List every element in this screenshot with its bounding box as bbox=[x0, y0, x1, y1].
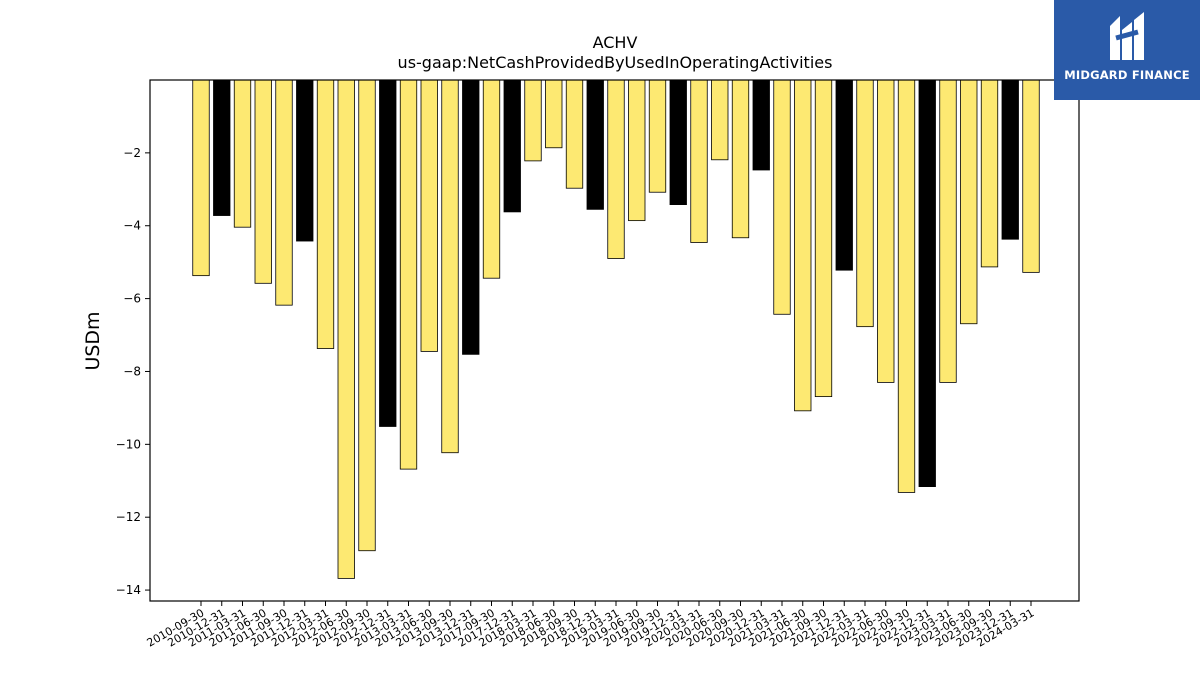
bar-2020-06-30 bbox=[711, 79, 729, 161]
bar-2020-03-31 bbox=[690, 79, 708, 243]
chart-title: ACHV bbox=[593, 33, 638, 52]
bar-2010-12-31 bbox=[213, 79, 231, 216]
bar-2017-12-31 bbox=[503, 79, 521, 213]
brand-logo: MIDGARD FINANCE bbox=[1054, 0, 1200, 100]
bar-2018-12-31 bbox=[586, 79, 604, 210]
bar-2022-03-31 bbox=[856, 79, 874, 328]
brand-name: MIDGARD FINANCE bbox=[1064, 68, 1190, 82]
bar-2019-09-30 bbox=[648, 79, 667, 193]
bar-2020-09-30 bbox=[731, 79, 750, 239]
bar-2020-12-31 bbox=[752, 79, 770, 171]
x-axis-ticks: 2010-09-302010-12-312011-03-312011-06-30… bbox=[145, 601, 1037, 650]
y-tick-label: −10 bbox=[116, 437, 141, 451]
bar-2022-06-30 bbox=[877, 79, 895, 383]
bar-2023-12-31 bbox=[1001, 79, 1019, 240]
y-tick-label: −14 bbox=[116, 583, 141, 597]
y-tick-label: −8 bbox=[123, 364, 141, 378]
plot-frame bbox=[149, 79, 1080, 602]
bar-2010-09-30 bbox=[192, 79, 210, 277]
y-axis-ticks: −2 −4 −6 −8 −10 −12 −14 bbox=[116, 146, 150, 597]
bar-2021-09-30 bbox=[814, 79, 833, 398]
bar-2024-03-31 bbox=[1022, 79, 1040, 273]
y-tick-label: −4 bbox=[123, 219, 141, 233]
bar-2022-12-31 bbox=[918, 79, 936, 488]
bar-2011-03-31 bbox=[233, 79, 252, 228]
midgard-logo-icon bbox=[1110, 12, 1144, 60]
bar-2023-03-31 bbox=[939, 79, 957, 383]
bar-2018-06-30 bbox=[545, 79, 563, 149]
bar-2017-09-30 bbox=[482, 79, 501, 279]
bar-2013-12-31 bbox=[462, 79, 480, 355]
bar-2021-06-30 bbox=[794, 79, 812, 412]
bar-2019-12-31 bbox=[669, 79, 687, 205]
y-tick-label: −2 bbox=[123, 146, 141, 160]
bar-2013-06-30 bbox=[420, 79, 438, 352]
bar-2021-03-31 bbox=[773, 79, 791, 315]
bar-2012-06-30 bbox=[337, 79, 355, 579]
y-tick-label: −12 bbox=[116, 510, 141, 524]
bars-group bbox=[192, 79, 1040, 579]
bar-2018-03-31 bbox=[524, 79, 542, 162]
y-axis-label: USDm bbox=[82, 311, 104, 370]
bar-2023-09-30 bbox=[980, 79, 999, 268]
bar-2011-12-31 bbox=[296, 79, 314, 242]
y-tick-label: −6 bbox=[123, 292, 141, 306]
bar-2011-06-30 bbox=[254, 79, 272, 284]
bar-2012-12-31 bbox=[379, 79, 397, 427]
bar-2013-03-31 bbox=[399, 79, 418, 470]
bar-2012-03-31 bbox=[316, 79, 335, 349]
chart-subtitle: us-gaap:NetCashProvidedByUsedInOperating… bbox=[398, 53, 833, 72]
bar-2013-09-30 bbox=[441, 79, 459, 454]
bar-2011-09-30 bbox=[275, 79, 293, 306]
bar-2023-06-30 bbox=[960, 79, 978, 325]
bar-2019-06-30 bbox=[628, 79, 646, 222]
bar-2018-09-30 bbox=[565, 79, 584, 189]
bar-2019-03-31 bbox=[607, 79, 625, 259]
bar-2012-09-30 bbox=[358, 79, 376, 552]
bar-2021-12-31 bbox=[835, 79, 853, 271]
bar-2022-09-30 bbox=[897, 79, 916, 493]
